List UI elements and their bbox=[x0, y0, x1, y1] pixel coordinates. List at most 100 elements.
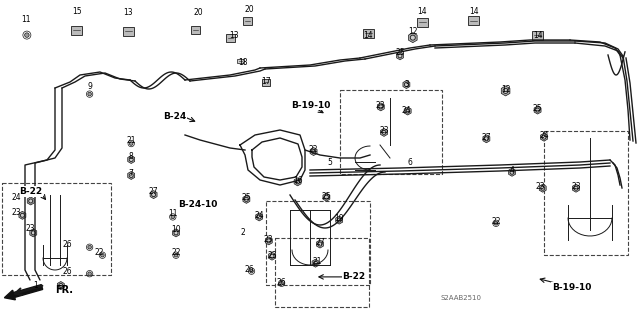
Bar bbox=[243, 17, 252, 25]
Text: B-24: B-24 bbox=[163, 112, 186, 121]
Circle shape bbox=[337, 218, 341, 222]
Polygon shape bbox=[378, 103, 384, 111]
Circle shape bbox=[20, 213, 24, 217]
Bar bbox=[262, 79, 269, 86]
Text: 21: 21 bbox=[127, 136, 136, 145]
Text: 15: 15 bbox=[72, 7, 82, 16]
Polygon shape bbox=[266, 237, 272, 245]
Polygon shape bbox=[28, 197, 34, 205]
Circle shape bbox=[100, 253, 104, 257]
Circle shape bbox=[152, 193, 156, 197]
Text: 26: 26 bbox=[62, 267, 72, 276]
Text: 5: 5 bbox=[327, 158, 332, 167]
Circle shape bbox=[270, 254, 274, 258]
Circle shape bbox=[31, 231, 35, 235]
Text: 23: 23 bbox=[536, 182, 546, 191]
Text: 20: 20 bbox=[193, 8, 204, 17]
Text: 26: 26 bbox=[62, 240, 72, 249]
Polygon shape bbox=[310, 147, 317, 156]
Circle shape bbox=[88, 245, 92, 249]
Circle shape bbox=[129, 142, 133, 145]
Circle shape bbox=[410, 35, 415, 40]
Polygon shape bbox=[534, 106, 541, 114]
Circle shape bbox=[129, 158, 133, 161]
Text: 23: 23 bbox=[267, 251, 277, 260]
Text: 8: 8 bbox=[129, 152, 134, 161]
Text: 22: 22 bbox=[309, 145, 318, 154]
Text: 23: 23 bbox=[25, 224, 35, 233]
Circle shape bbox=[398, 54, 402, 58]
Text: 27: 27 bbox=[148, 187, 159, 196]
Polygon shape bbox=[483, 135, 490, 143]
Circle shape bbox=[244, 197, 248, 201]
Text: 25: 25 bbox=[532, 104, 543, 113]
Polygon shape bbox=[336, 216, 342, 224]
Text: 14: 14 bbox=[532, 31, 543, 40]
Text: 27: 27 bbox=[481, 133, 492, 142]
Polygon shape bbox=[403, 80, 410, 89]
Text: 9: 9 bbox=[87, 82, 92, 91]
Circle shape bbox=[24, 33, 29, 37]
Text: 26: 26 bbox=[244, 265, 255, 274]
Bar bbox=[468, 16, 479, 25]
Circle shape bbox=[174, 231, 178, 235]
Polygon shape bbox=[243, 195, 250, 204]
Text: 19: 19 bbox=[334, 214, 344, 223]
Circle shape bbox=[536, 108, 540, 112]
Circle shape bbox=[324, 195, 328, 199]
Text: 2: 2 bbox=[241, 228, 246, 237]
Circle shape bbox=[382, 130, 386, 134]
Circle shape bbox=[174, 253, 178, 257]
Polygon shape bbox=[323, 193, 330, 201]
Polygon shape bbox=[541, 133, 547, 141]
Circle shape bbox=[296, 180, 300, 184]
Text: 22: 22 bbox=[492, 217, 500, 226]
Text: 26: 26 bbox=[276, 278, 287, 287]
Bar bbox=[122, 27, 134, 36]
Text: 10: 10 bbox=[171, 225, 181, 234]
Text: 23: 23 bbox=[11, 208, 21, 217]
Bar bbox=[71, 26, 83, 35]
Text: 12: 12 bbox=[408, 27, 417, 36]
Text: 23: 23 bbox=[571, 182, 581, 191]
Circle shape bbox=[280, 281, 284, 285]
Text: 23: 23 bbox=[376, 101, 386, 110]
Text: 17: 17 bbox=[260, 77, 271, 86]
Circle shape bbox=[88, 272, 92, 276]
Bar bbox=[532, 31, 543, 40]
Text: 27: 27 bbox=[315, 238, 325, 247]
Text: 22: 22 bbox=[95, 248, 104, 256]
Circle shape bbox=[314, 261, 317, 265]
Polygon shape bbox=[540, 184, 546, 192]
Text: 12: 12 bbox=[501, 85, 510, 94]
Circle shape bbox=[503, 88, 508, 93]
Bar bbox=[237, 59, 243, 63]
Text: 23: 23 bbox=[264, 235, 274, 244]
Text: 22: 22 bbox=[172, 248, 180, 256]
Text: 1: 1 bbox=[33, 281, 38, 290]
Text: B-22: B-22 bbox=[342, 272, 365, 281]
Bar bbox=[226, 34, 235, 42]
Polygon shape bbox=[256, 213, 262, 221]
Text: 11: 11 bbox=[21, 15, 30, 24]
Text: 7: 7 bbox=[129, 169, 134, 178]
Polygon shape bbox=[312, 259, 319, 267]
Text: 14: 14 bbox=[468, 7, 479, 16]
Polygon shape bbox=[397, 52, 403, 60]
Circle shape bbox=[267, 239, 271, 243]
Text: 14: 14 bbox=[417, 7, 428, 16]
Polygon shape bbox=[294, 178, 301, 186]
Text: 24: 24 bbox=[539, 131, 549, 140]
Polygon shape bbox=[509, 168, 515, 176]
Polygon shape bbox=[501, 86, 510, 96]
Text: B-22: B-22 bbox=[19, 187, 42, 196]
Circle shape bbox=[318, 242, 322, 246]
Circle shape bbox=[542, 135, 546, 139]
Text: 23: 23 bbox=[379, 126, 389, 135]
Text: 11: 11 bbox=[168, 209, 177, 218]
Polygon shape bbox=[381, 128, 387, 137]
Text: 4: 4 bbox=[509, 166, 515, 175]
Text: FR.: FR. bbox=[55, 285, 73, 295]
Circle shape bbox=[541, 186, 545, 190]
Circle shape bbox=[250, 269, 253, 273]
